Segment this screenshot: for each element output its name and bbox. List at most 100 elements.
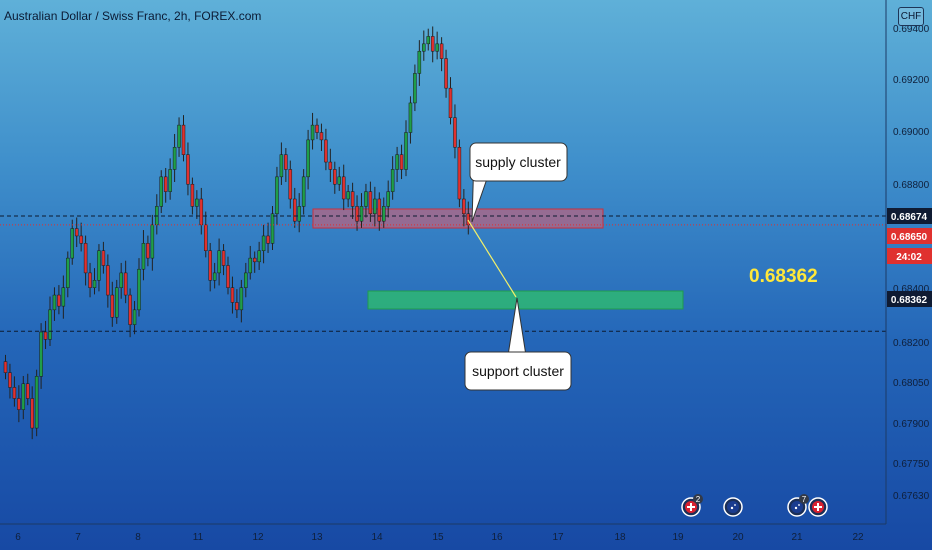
candle-body [74,228,79,237]
price-tick-label: 0.68400 [893,284,930,295]
candle-body [177,124,181,148]
candle-body [195,198,199,207]
candle-body [457,147,462,200]
candle-body [244,272,248,288]
candle-body [333,169,337,185]
candle-body [61,287,66,307]
time-tick-label: 7 [75,532,81,543]
candle-body [12,387,17,399]
candle-body [21,383,26,410]
candle-body [190,183,195,207]
candle-body [413,73,417,104]
candle-body [328,161,333,170]
candle-body [83,243,88,274]
event-badge-count: 2 [696,495,701,504]
price-tick-label: 0.67900 [893,419,930,430]
candle-body [235,302,239,311]
candle-body [439,43,444,59]
candle-body [319,132,324,141]
candle-body [186,154,190,185]
candle-body [417,50,422,74]
last-price-tag: 0.68650 [891,232,928,243]
candle-body [181,124,186,155]
time-tick-label: 13 [311,532,323,543]
candle-body [382,206,386,222]
time-tick-label: 22 [852,532,864,543]
time-tick-label: 12 [252,532,264,543]
supply-callout-box [469,142,568,182]
countdown-tag: 24:02 [896,252,922,263]
price-tick-label: 0.67750 [893,459,930,470]
time-tick-label: 17 [552,532,564,543]
candle-body [123,272,128,296]
candle-body [92,280,97,288]
candle-body [430,36,435,52]
candle-body [341,176,346,200]
star-dot [794,506,798,510]
support-level-tag: 0.68362 [891,295,928,306]
candle-body [257,250,261,263]
candle-body [97,250,101,281]
candle-body [57,294,61,307]
candle-body [66,257,70,288]
candle-body [377,198,382,222]
candle-body [315,124,319,133]
candle-body [70,228,74,259]
price-tick-label: 0.67630 [893,491,930,502]
candle-body [359,206,364,222]
candle-body [275,176,279,215]
chart-title: Australian Dollar / Swiss Franc, 2h, FOR… [4,9,262,23]
candle-body [17,398,21,410]
candle-body [52,294,57,311]
target-level-label: 0.68362 [749,266,818,287]
candle-body [288,169,293,200]
time-tick-label: 18 [614,532,626,543]
candle-body [422,43,426,52]
candle-body [399,154,404,170]
star-dot [730,506,734,510]
candle-body [230,287,235,303]
candle-body [110,294,115,318]
price-tick-label: 0.69400 [893,24,930,35]
candle-body [453,117,457,148]
star-dot [734,504,736,506]
projection-arrow [467,219,517,298]
candle-body [226,265,230,288]
candle-body [248,257,252,274]
candle-body [373,198,377,215]
candle-body [146,243,150,259]
currency-button[interactable]: CHF [898,7,924,26]
candle-body [132,309,137,325]
candle-body [26,383,30,399]
price-tick-label: 0.69000 [893,127,930,138]
candle-body [270,213,275,244]
candle-body [8,372,12,388]
price-tick-label: 0.68800 [893,180,930,191]
candle-body [128,294,132,325]
candle-body [159,176,163,207]
candle-body [279,154,284,178]
australia-flag-icon [791,501,803,513]
australia-flag-icon [727,501,739,513]
candle-body [284,154,288,170]
candle-body [39,331,43,377]
candle-body [301,176,306,207]
time-tick-label: 14 [371,532,383,543]
candle-body [386,191,390,207]
candle-body [337,176,341,185]
time-tick-label: 20 [732,532,744,543]
candle-body [462,198,466,215]
candle-body [101,250,106,266]
candle-body [404,132,408,170]
price-tick-label: 0.68200 [893,338,930,349]
swiss-cross-h [687,506,695,508]
candle-body [266,235,270,244]
candle-body [48,309,52,340]
candle-body [204,224,208,251]
supply-callout-label: supply cluster [475,154,561,170]
countdown-tag-bg [887,248,932,264]
candle-body [390,169,395,192]
candle-body [88,272,92,288]
candle-body [444,58,448,89]
